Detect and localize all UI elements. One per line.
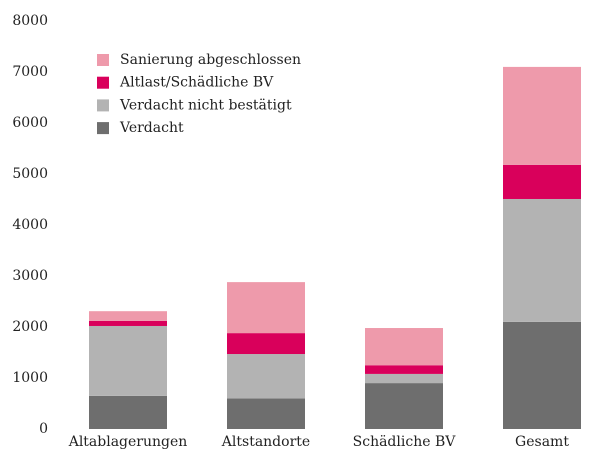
bar-segment [503,66,581,165]
legend-label: Sanierung abgeschlossen [120,52,301,68]
x-tick-label: Gesamt [515,434,569,450]
legend-label: Altlast/Schädliche BV [119,75,274,91]
legend-label: Verdacht [119,120,184,136]
bar-segment [503,321,581,429]
bar-segment [89,395,167,429]
bar-segment [89,311,167,321]
x-tick-label: Altstandorte [221,434,310,450]
y-tick-label: 1000 [12,370,48,386]
legend-box [86,37,313,150]
bar-segment [365,365,443,374]
legend-swatch [97,99,109,112]
legend-swatch [97,122,109,135]
y-tick-label: 0 [39,421,48,437]
y-tick-label: 3000 [12,268,48,284]
legend-swatch [97,54,109,66]
x-tick-label: Schädliche BV [353,434,457,450]
legend-swatch [97,76,109,89]
y-tick-label: 2000 [12,319,48,335]
y-tick-label: 7000 [12,64,48,80]
bar-segment [89,325,167,396]
bar-segment [89,320,167,326]
bar-segment [503,198,581,322]
y-tick-label: 4000 [12,217,48,233]
legend-label: Verdacht nicht bestätigt [119,97,292,113]
y-tick-label: 5000 [12,166,48,182]
bar-segment [227,333,305,355]
y-tick-label: 8000 [12,13,48,29]
bar-segment [227,354,305,399]
bar-segment [503,164,581,199]
y-tick-label: 6000 [12,115,48,131]
bar-segment [227,282,305,334]
bar-segment [365,373,443,384]
x-tick-label: Altablagerungen [68,434,188,450]
bar-segment [365,383,443,429]
bar-segment [227,398,305,429]
bar-segment [365,328,443,366]
